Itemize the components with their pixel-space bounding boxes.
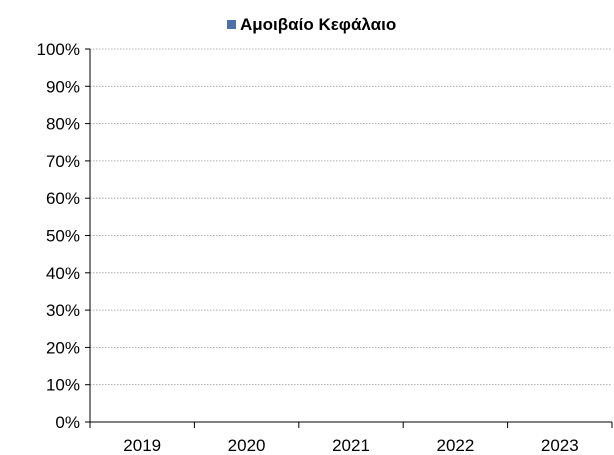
x-tick-label: 2020	[228, 436, 266, 455]
y-tick-label: 10%	[46, 376, 80, 395]
gridlines	[90, 48, 612, 386]
y-tick-label: 30%	[46, 301, 80, 320]
legend-label: Αμοιβαίο Κεφάλαιο	[240, 15, 396, 34]
x-tick-label: 2022	[436, 436, 474, 455]
x-tick-label: 2021	[332, 436, 370, 455]
legend-swatch	[227, 20, 236, 29]
y-tick-label: 70%	[46, 152, 80, 171]
x-tick-label: 2019	[123, 436, 161, 455]
legend: Αμοιβαίο Κεφάλαιο	[227, 15, 396, 34]
y-axis: 0% 10% 20% 30% 40% 50% 60% 70% 80% 90% 100%	[37, 40, 91, 432]
y-tick-label: 60%	[46, 189, 80, 208]
x-tick-label: 2023	[541, 436, 579, 455]
y-tick-label: 90%	[46, 77, 80, 96]
y-tick-label: 50%	[46, 227, 80, 246]
y-tick-label: 20%	[46, 338, 80, 357]
y-tick-label: 0%	[55, 413, 80, 432]
y-tick-label: 80%	[46, 115, 80, 134]
x-axis: 2019 2020 2021 2022 2023	[89, 421, 613, 455]
y-tick-label: 40%	[46, 264, 80, 283]
y-tick-label: 100%	[37, 40, 80, 59]
